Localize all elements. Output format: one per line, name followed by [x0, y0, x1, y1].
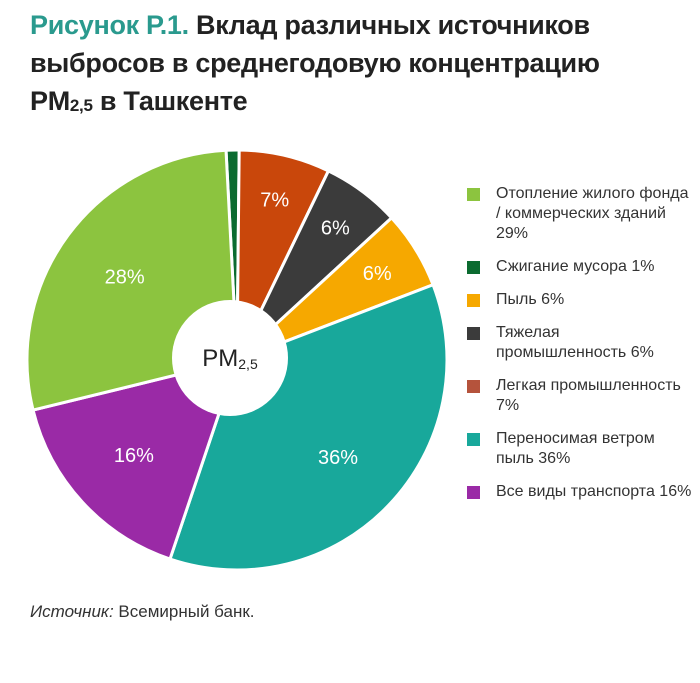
legend-item: Отопление жилого фонда / коммерческих зд… — [467, 184, 692, 244]
legend-item: Переносимая ветром пыль 36% — [467, 429, 692, 469]
slice-label: 6% — [363, 263, 392, 285]
source-label: Источник: — [30, 602, 114, 621]
title-pm-sub: 2,5 — [69, 96, 93, 115]
chart-title: Рисунок Р.1. Вклад различных источников … — [30, 6, 690, 125]
legend-label: Переносимая ветром пыль 36% — [496, 430, 655, 467]
legend-label: Пыль 6% — [496, 291, 565, 308]
title-pm: PM — [30, 86, 70, 116]
legend-swatch — [467, 261, 480, 274]
slice-label: 6% — [321, 218, 350, 240]
source-text: Всемирный банк. — [113, 602, 255, 621]
slice-label: 7% — [260, 189, 289, 211]
legend-item: Легкая промышленность 7% — [467, 376, 692, 416]
title-line-2: выбросов в среднегодовую концентрацию — [30, 48, 600, 78]
pie-slice — [31, 357, 240, 561]
slice-label: 36% — [318, 447, 358, 469]
legend-item: Тяжелая промышленность 6% — [467, 323, 692, 363]
center-label: PM2,5 — [202, 345, 258, 372]
pie-slice — [168, 282, 449, 572]
figure-number: Рисунок Р.1. — [30, 10, 189, 40]
title-line-3: в Ташкенте — [92, 86, 248, 116]
legend-swatch — [467, 327, 480, 340]
legend-swatch — [467, 433, 480, 446]
legend-item: Все виды транспорта 16% — [467, 482, 692, 502]
legend-item: Пыль 6% — [467, 290, 692, 310]
legend-swatch — [467, 188, 480, 201]
donut-hole — [172, 300, 288, 416]
legend-label: Сжигание мусора 1% — [496, 258, 655, 275]
slice-label: 28% — [105, 267, 145, 289]
legend-swatch — [467, 380, 480, 393]
legend-item: Сжигание мусора 1% — [467, 257, 692, 277]
legend-swatch — [467, 486, 480, 499]
slice-label: 16% — [114, 445, 154, 467]
legend-label: Тяжелая промышленность 6% — [496, 324, 654, 361]
legend-label: Все виды транспорта 16% — [496, 483, 692, 500]
legend-label: Легкая промышленность 7% — [496, 377, 681, 414]
title-line-1: Вклад различных источников — [188, 10, 590, 40]
legend: Отопление жилого фонда / коммерческих зд… — [467, 184, 692, 515]
legend-swatch — [467, 294, 480, 307]
source-note: Источник: Всемирный банк. — [30, 602, 255, 622]
legend-label: Отопление жилого фонда / коммерческих зд… — [496, 185, 689, 242]
